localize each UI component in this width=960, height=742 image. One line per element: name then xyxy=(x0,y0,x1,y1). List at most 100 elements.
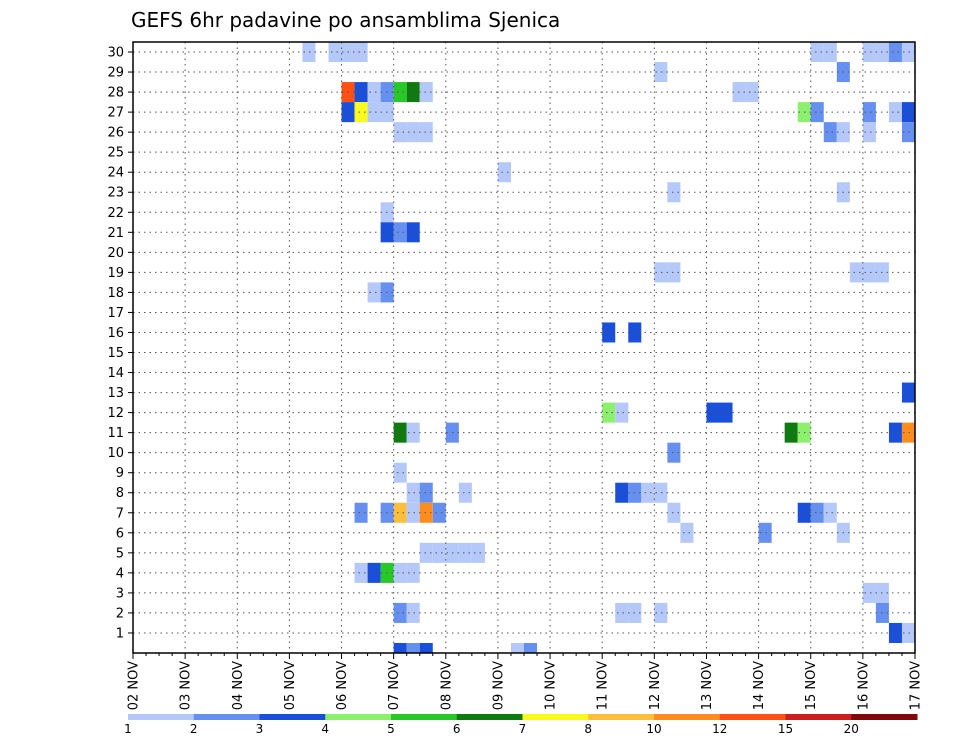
legend-swatch xyxy=(193,714,260,720)
heatmap-cell xyxy=(406,422,420,443)
y-tick-label: 3 xyxy=(116,586,124,601)
heatmap-cell xyxy=(354,42,368,63)
legend-label: 20 xyxy=(844,722,859,736)
x-tick-label: 17 NOV xyxy=(909,661,924,710)
heatmap-cell xyxy=(810,502,824,523)
y-tick-label: 30 xyxy=(107,46,124,61)
legend-label: 8 xyxy=(584,722,592,736)
heatmap-cell xyxy=(406,502,420,523)
y-tick-label: 16 xyxy=(107,326,124,341)
heatmap-cell xyxy=(406,122,420,143)
color-legend: 1 2 3 4 5 6 7 8 10 12 15 20 xyxy=(124,714,918,736)
heatmap-cell xyxy=(901,622,915,643)
heatmap-cell xyxy=(654,62,668,83)
legend-label: 10 xyxy=(646,722,661,736)
x-tick-label: 15 NOV xyxy=(804,661,819,710)
heatmap-cell xyxy=(367,562,381,583)
y-tick-label: 27 xyxy=(107,106,124,121)
legend-swatch xyxy=(325,714,392,720)
heatmap-cell xyxy=(901,382,915,403)
heatmap-cell xyxy=(862,122,876,143)
legend-label: 2 xyxy=(190,722,198,736)
legend-swatch xyxy=(456,714,523,720)
legend-swatch xyxy=(851,714,918,720)
y-tick-label: 21 xyxy=(107,226,124,241)
heatmap-cell xyxy=(602,322,616,343)
heatmap-cell xyxy=(654,482,668,503)
heatmap-cell xyxy=(419,122,433,143)
heatmap-cell xyxy=(901,122,915,143)
x-tick-label: 10 NOV xyxy=(544,661,559,710)
heatmap-cell xyxy=(393,82,407,103)
y-tick-label: 1 xyxy=(116,626,124,641)
heatmap-cell xyxy=(302,42,316,63)
y-tick-label: 15 xyxy=(107,346,124,361)
y-tick-label: 23 xyxy=(107,186,124,201)
heatmap-cell xyxy=(823,122,837,143)
heatmap-cell xyxy=(419,542,433,563)
x-tick-label: 05 NOV xyxy=(283,661,298,710)
heatmap-cell xyxy=(667,442,681,463)
heatmap-cell xyxy=(406,222,420,243)
heatmap-cell xyxy=(810,42,824,63)
y-tick-label: 19 xyxy=(107,266,124,281)
x-tick-label: 08 NOV xyxy=(439,661,454,710)
heatmap-cell xyxy=(328,42,342,63)
heatmap-cell xyxy=(901,42,915,63)
heatmap-cell xyxy=(406,602,420,623)
heatmap-cell xyxy=(367,282,381,303)
heatmap-cell xyxy=(823,42,837,63)
heatmap-cell xyxy=(497,162,511,183)
legend-label: 4 xyxy=(321,722,329,736)
heatmap-cell xyxy=(419,642,433,653)
heatmap-cell xyxy=(602,402,616,423)
heatmap-cell xyxy=(862,262,876,283)
y-tick-label: 8 xyxy=(116,486,124,501)
legend-label: 5 xyxy=(387,722,395,736)
heatmap-cell xyxy=(393,642,407,653)
chart-title: GEFS 6hr padavine po ansamblima Sjenica xyxy=(131,8,560,32)
heatmap-cell xyxy=(419,482,433,503)
legend-label: 1 xyxy=(124,722,132,736)
legend-label: 3 xyxy=(256,722,264,736)
y-tick-label: 18 xyxy=(107,286,124,301)
legend-swatch xyxy=(654,714,721,720)
heatmap-cell xyxy=(862,42,876,63)
y-tick-label: 20 xyxy=(107,246,124,261)
heatmap-cell xyxy=(354,562,368,583)
y-tick-label: 17 xyxy=(107,306,124,321)
heatmap-cell xyxy=(406,482,420,503)
heatmap-cell xyxy=(432,502,446,523)
heatmap-cell xyxy=(758,522,772,543)
legend-swatch xyxy=(522,714,589,720)
heatmap-cell xyxy=(432,542,446,563)
y-tick-label: 4 xyxy=(116,566,124,581)
heatmap-cell xyxy=(458,482,472,503)
y-tick-label: 9 xyxy=(116,466,124,481)
legend-swatch xyxy=(588,714,655,720)
y-tick-label: 5 xyxy=(116,546,124,561)
heatmap-cell xyxy=(615,602,629,623)
x-tick-label: 02 NOV xyxy=(127,661,142,710)
x-tick-label: 14 NOV xyxy=(752,661,767,710)
heatmap-cell xyxy=(510,642,524,653)
heatmap-cell xyxy=(615,402,629,423)
heatmap-cell xyxy=(393,122,407,143)
legend-label: 15 xyxy=(778,722,793,736)
heatmap-cell xyxy=(901,102,915,123)
legend-label: 6 xyxy=(453,722,461,736)
y-tick-label: 12 xyxy=(107,406,124,421)
heatmap-cell xyxy=(406,642,420,653)
y-tick-label: 2 xyxy=(116,606,124,621)
heatmap-cell xyxy=(354,82,368,103)
legend-swatch xyxy=(391,714,458,720)
heatmap-cell xyxy=(888,102,902,123)
x-tick-label: 04 NOV xyxy=(231,661,246,710)
y-tick-label: 28 xyxy=(107,86,124,101)
heatmap-cell xyxy=(393,602,407,623)
y-tick-label: 10 xyxy=(107,446,124,461)
heatmap-cell xyxy=(654,262,668,283)
heatmap-cell xyxy=(419,82,433,103)
heatmap-cell xyxy=(406,82,420,103)
heatmap-cell xyxy=(393,222,407,243)
